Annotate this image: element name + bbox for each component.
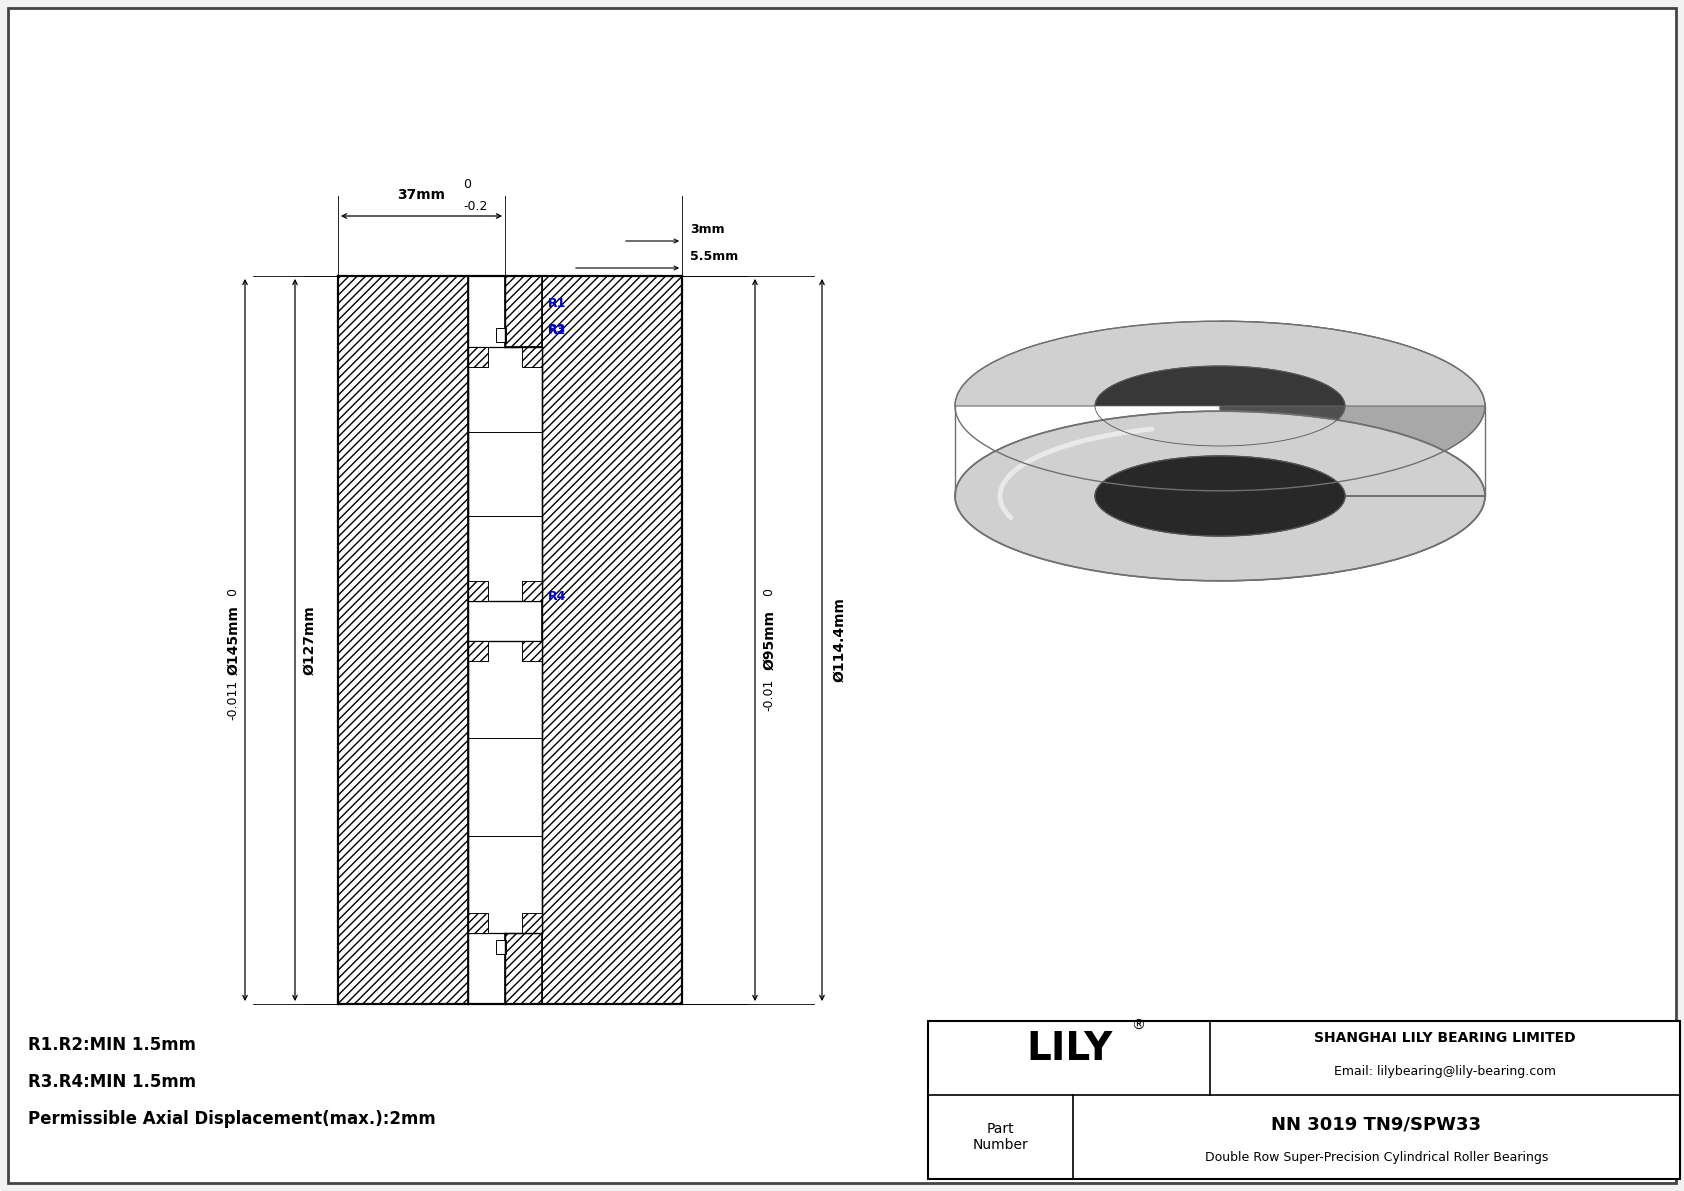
Text: R3: R3 <box>547 323 566 336</box>
Text: Ø95mm: Ø95mm <box>761 610 776 671</box>
Polygon shape <box>468 581 488 601</box>
Text: 3mm: 3mm <box>690 223 724 236</box>
Text: -0.01: -0.01 <box>763 679 776 711</box>
Bar <box>497 940 505 954</box>
Text: NN 3019 TN9/SPW33: NN 3019 TN9/SPW33 <box>1271 1116 1482 1134</box>
Polygon shape <box>1219 366 1346 536</box>
Text: 5.5mm: 5.5mm <box>690 250 738 263</box>
Text: SHANGHAI LILY BEARING LIMITED: SHANGHAI LILY BEARING LIMITED <box>1314 1031 1576 1045</box>
Text: Email: lilybearing@lily-bearing.com: Email: lilybearing@lily-bearing.com <box>1334 1065 1556 1078</box>
Bar <box>497 328 505 342</box>
Polygon shape <box>522 347 542 367</box>
Polygon shape <box>522 913 542 933</box>
Text: Ø127mm: Ø127mm <box>301 605 317 675</box>
Polygon shape <box>468 641 488 661</box>
Text: ®: ® <box>1132 1018 1145 1033</box>
Polygon shape <box>338 276 468 1004</box>
Polygon shape <box>1095 456 1346 536</box>
Polygon shape <box>1095 366 1346 406</box>
Text: R1.R2:MIN 1.5mm: R1.R2:MIN 1.5mm <box>29 1036 195 1054</box>
Bar <box>468 641 542 933</box>
Text: 0: 0 <box>463 177 472 191</box>
Polygon shape <box>505 276 542 347</box>
Text: 37mm: 37mm <box>397 188 446 202</box>
Text: R4: R4 <box>547 590 566 603</box>
Polygon shape <box>522 641 542 661</box>
Text: R1: R1 <box>547 298 566 311</box>
Text: Ø114.4mm: Ø114.4mm <box>832 598 845 682</box>
Text: 0: 0 <box>227 588 239 596</box>
Polygon shape <box>468 347 488 367</box>
Text: Permissible Axial Displacement(max.):2mm: Permissible Axial Displacement(max.):2mm <box>29 1110 436 1128</box>
Text: 0: 0 <box>763 588 776 596</box>
Polygon shape <box>955 411 1485 581</box>
Text: R3.R4:MIN 1.5mm: R3.R4:MIN 1.5mm <box>29 1073 195 1091</box>
Polygon shape <box>522 581 542 601</box>
Text: -0.2: -0.2 <box>463 200 488 212</box>
Text: LILY: LILY <box>1026 1030 1111 1068</box>
Text: Ø145mm: Ø145mm <box>226 605 241 675</box>
Bar <box>928 1021 1681 1179</box>
Polygon shape <box>1219 322 1485 581</box>
Polygon shape <box>505 933 542 1004</box>
Bar <box>468 347 542 601</box>
Polygon shape <box>468 913 488 933</box>
Text: Part
Number: Part Number <box>973 1122 1029 1152</box>
Polygon shape <box>542 276 682 1004</box>
Text: R2: R2 <box>547 324 566 337</box>
Text: Double Row Super-Precision Cylindrical Roller Bearings: Double Row Super-Precision Cylindrical R… <box>1204 1152 1548 1165</box>
Text: -0.011: -0.011 <box>227 680 239 721</box>
Polygon shape <box>955 322 1485 406</box>
